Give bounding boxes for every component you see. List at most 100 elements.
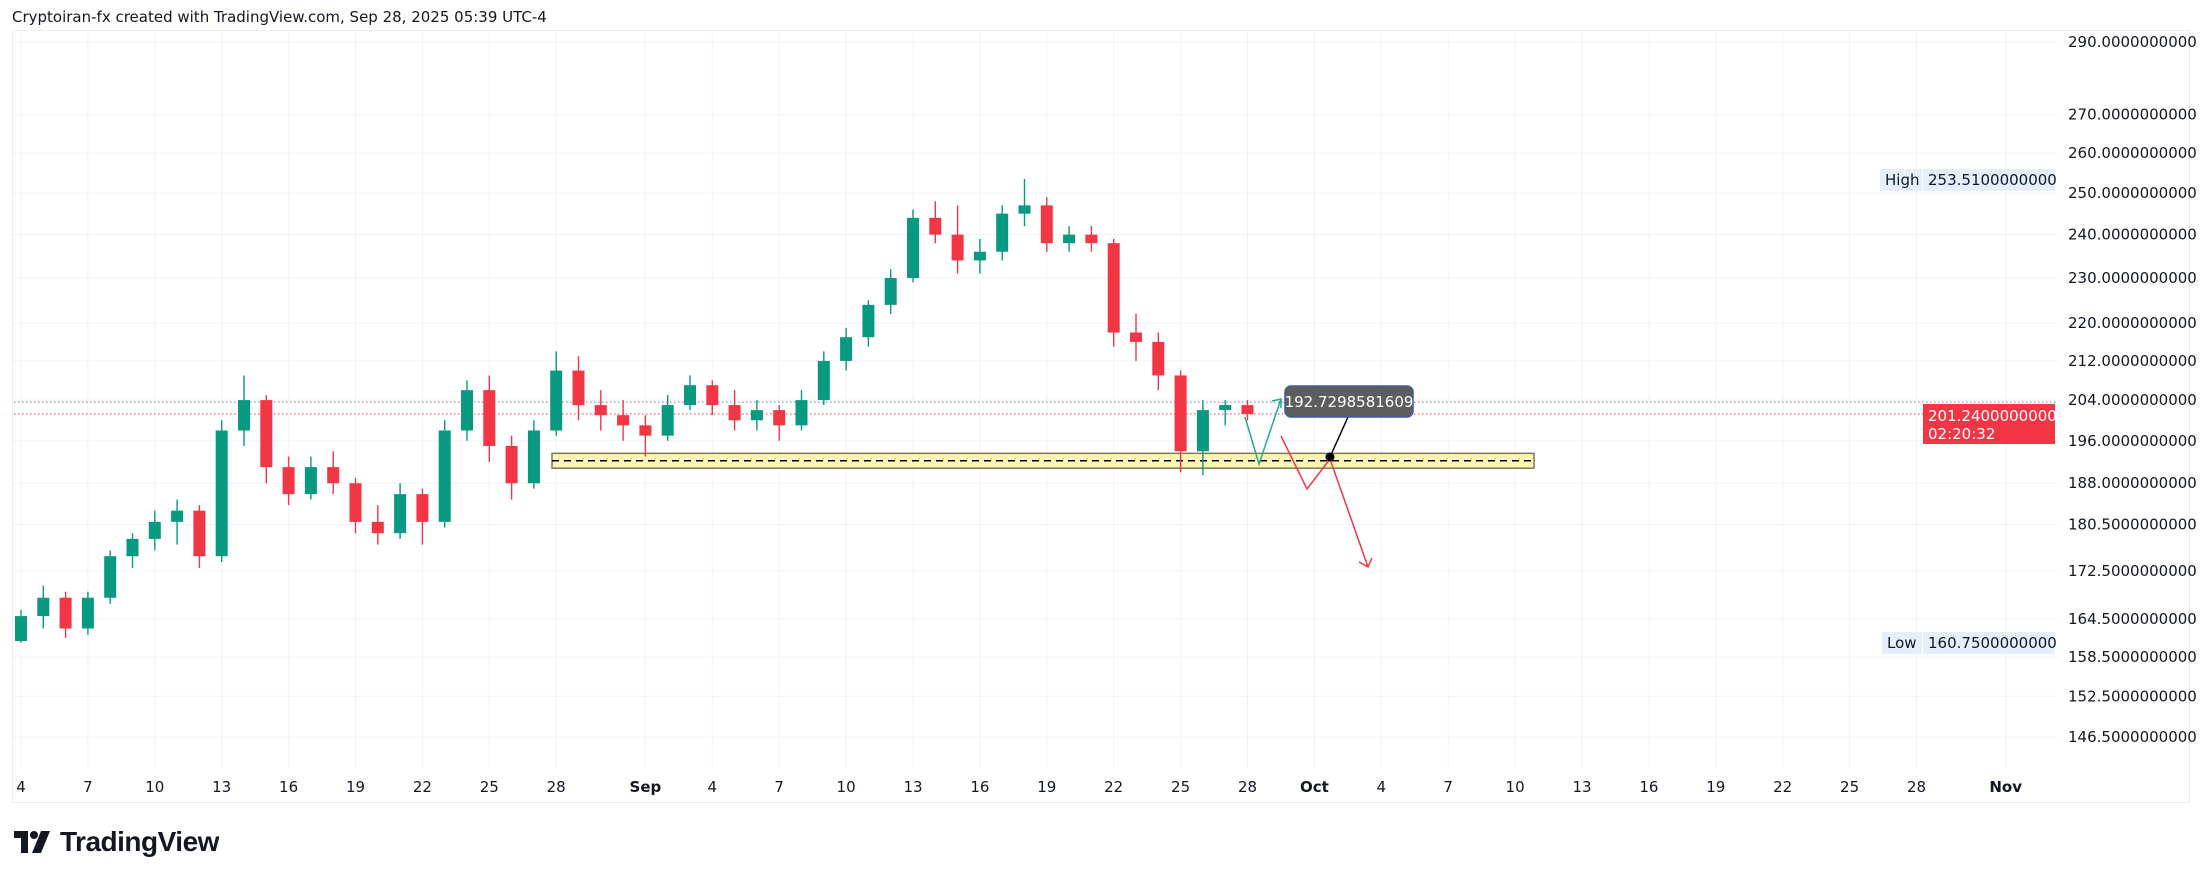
candle[interactable] bbox=[416, 488, 429, 545]
candle[interactable] bbox=[171, 499, 184, 545]
bearish-arrowhead-icon bbox=[1358, 557, 1373, 569]
candle[interactable] bbox=[438, 420, 451, 528]
bearish-path bbox=[1280, 435, 1369, 568]
candle-body bbox=[193, 510, 206, 557]
candle[interactable] bbox=[773, 405, 786, 441]
price-axis[interactable]: 290.0000000000 270.0000000000 260.00000000… bbox=[2068, 33, 2197, 746]
time-tick-label: 13 bbox=[903, 778, 922, 796]
candle[interactable] bbox=[349, 477, 362, 534]
candle[interactable] bbox=[1174, 370, 1187, 473]
candle[interactable] bbox=[1241, 400, 1254, 421]
candle[interactable] bbox=[1040, 197, 1053, 252]
time-tick-label: 10 bbox=[1506, 778, 1525, 796]
callout-box bbox=[1284, 385, 1414, 418]
time-tick-label: 16 bbox=[970, 778, 989, 796]
candle-body bbox=[1174, 375, 1187, 452]
candle[interactable] bbox=[1085, 226, 1098, 252]
candle-body bbox=[171, 510, 184, 522]
candle-body bbox=[215, 430, 228, 557]
price-tick-label: 204.0000000000 bbox=[2068, 391, 2197, 409]
candle[interactable] bbox=[862, 300, 875, 347]
candle-body bbox=[260, 400, 273, 468]
candle-body bbox=[817, 360, 830, 401]
price-tick-label: 172.5000000000 bbox=[2068, 562, 2197, 580]
candle[interactable] bbox=[684, 375, 696, 411]
candle[interactable] bbox=[126, 533, 139, 568]
candle[interactable] bbox=[1107, 238, 1120, 347]
candle[interactable] bbox=[639, 415, 652, 457]
price-tick-label: 230.0000000000 bbox=[2068, 269, 2197, 287]
candle[interactable] bbox=[795, 390, 808, 431]
bullish-path bbox=[1244, 398, 1282, 467]
projection-bearish[interactable] bbox=[1280, 435, 1373, 569]
candle[interactable] bbox=[973, 238, 986, 274]
candle-body bbox=[1040, 205, 1053, 244]
candle-body bbox=[349, 483, 362, 522]
price-tick-label: 158.5000000000 bbox=[2068, 648, 2197, 666]
candle[interactable] bbox=[728, 390, 741, 431]
candle[interactable] bbox=[1018, 178, 1031, 227]
price-callout[interactable]: 192.7298581609 bbox=[1284, 385, 1414, 462]
candle-body bbox=[773, 410, 786, 426]
candle[interactable] bbox=[840, 327, 853, 371]
candle[interactable] bbox=[1196, 400, 1209, 476]
candle[interactable] bbox=[750, 400, 763, 431]
candle[interactable] bbox=[1063, 226, 1076, 252]
candle[interactable] bbox=[594, 390, 607, 431]
candle[interactable] bbox=[59, 591, 72, 638]
high-value: 253.5100000000 bbox=[1928, 171, 2057, 189]
candle-body bbox=[728, 405, 741, 421]
projection-bullish[interactable] bbox=[1244, 398, 1282, 467]
candle[interactable] bbox=[884, 269, 897, 315]
bullish-arrowhead-icon bbox=[1271, 398, 1282, 408]
price-tick-label: 188.0000000000 bbox=[2068, 474, 2197, 492]
candle-body bbox=[104, 556, 117, 598]
candle[interactable] bbox=[394, 483, 407, 539]
candle[interactable] bbox=[617, 400, 630, 441]
candle[interactable] bbox=[929, 201, 942, 244]
candle-body bbox=[929, 217, 942, 235]
tradingview-logo[interactable]: TradingView bbox=[14, 826, 219, 858]
candle[interactable] bbox=[817, 351, 830, 406]
candle[interactable] bbox=[951, 205, 964, 274]
candle[interactable] bbox=[193, 505, 206, 568]
candle[interactable] bbox=[461, 380, 473, 441]
candle-body bbox=[639, 425, 652, 436]
time-axis[interactable]: 4 7 10 13 16 19 22 25 28 Sep 4 7 10 13 16 19 22 25 28 Oct 4 7… bbox=[16, 778, 2022, 796]
candle[interactable] bbox=[15, 609, 27, 643]
candle[interactable] bbox=[238, 375, 250, 447]
candle[interactable] bbox=[1219, 400, 1232, 426]
candle[interactable] bbox=[81, 591, 94, 635]
candle[interactable] bbox=[327, 451, 340, 495]
candle[interactable] bbox=[550, 351, 563, 436]
candle[interactable] bbox=[148, 510, 161, 551]
candle[interactable] bbox=[260, 395, 273, 484]
price-tick-label: 270.0000000000 bbox=[2068, 106, 2197, 124]
candle[interactable] bbox=[304, 456, 317, 500]
callout-anchor-dot[interactable] bbox=[1325, 452, 1335, 462]
candle[interactable] bbox=[706, 380, 719, 416]
time-tick-label: 19 bbox=[1037, 778, 1056, 796]
candle[interactable] bbox=[483, 375, 496, 462]
callout-connector bbox=[1329, 416, 1349, 458]
candle-body bbox=[907, 217, 919, 278]
candle[interactable] bbox=[527, 420, 540, 489]
candle[interactable] bbox=[104, 550, 117, 604]
candle[interactable] bbox=[215, 420, 228, 563]
candle[interactable] bbox=[1130, 314, 1142, 361]
candle[interactable] bbox=[37, 585, 50, 629]
time-tick-label: 10 bbox=[837, 778, 856, 796]
candle[interactable] bbox=[1152, 332, 1165, 391]
candle[interactable] bbox=[572, 356, 585, 421]
time-tick-label: 22 bbox=[413, 778, 432, 796]
candle[interactable] bbox=[505, 435, 518, 500]
candle[interactable] bbox=[371, 505, 384, 545]
candle-body bbox=[750, 410, 763, 421]
candle-body bbox=[37, 597, 50, 617]
candle[interactable] bbox=[282, 456, 295, 506]
candle[interactable] bbox=[661, 395, 674, 441]
candle[interactable] bbox=[996, 205, 1009, 261]
candle[interactable] bbox=[907, 209, 919, 283]
time-tick-label: 13 bbox=[1572, 778, 1591, 796]
